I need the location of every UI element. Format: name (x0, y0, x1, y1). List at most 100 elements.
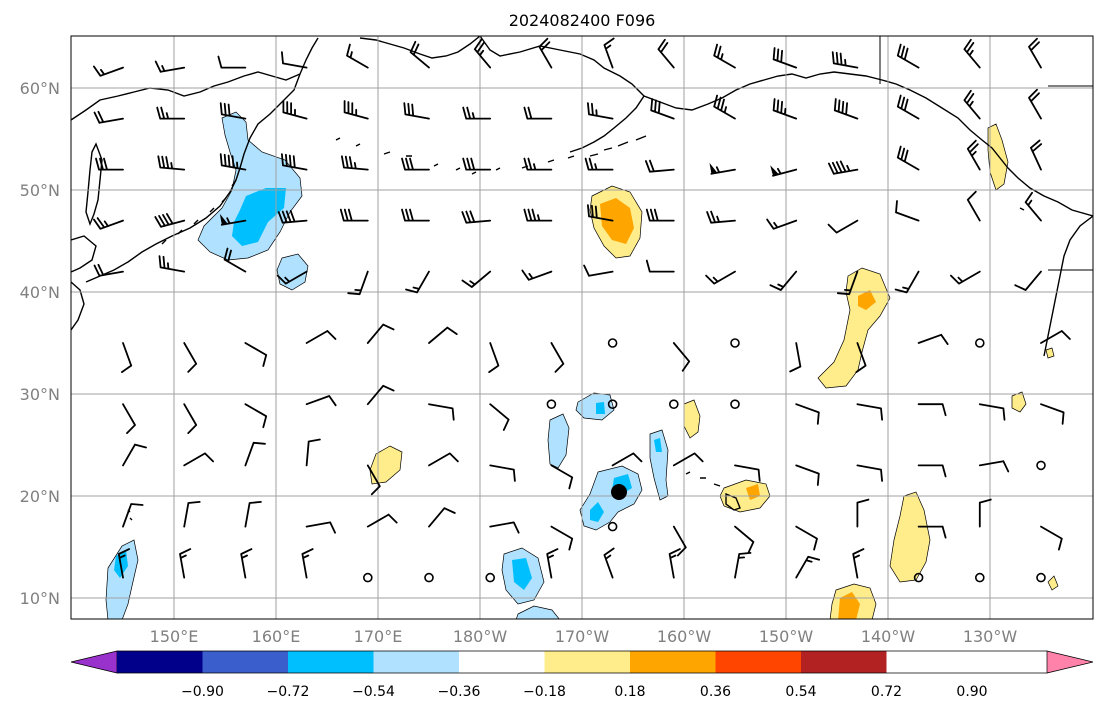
wind-barb (852, 548, 865, 579)
wind-barb (836, 270, 859, 296)
wind-barb (611, 452, 643, 467)
wind-barb (401, 208, 430, 222)
wind-barb (473, 38, 492, 69)
wind-barb (896, 94, 920, 120)
wind-barb (550, 342, 565, 373)
wind-barb (523, 208, 553, 222)
positive-anomaly-region (1011, 391, 1027, 413)
wind-barb (523, 157, 553, 171)
wind-barb (546, 548, 559, 579)
wind-barb (305, 521, 336, 534)
wind-barb (603, 547, 615, 579)
sakhalin-coastline (85, 142, 103, 227)
colorbar-tick-label: −0.72 (267, 684, 310, 700)
wind-barb (766, 218, 798, 230)
wind-barb (772, 98, 798, 120)
calm-wind-marker (424, 572, 434, 583)
wind-barb (966, 139, 981, 171)
colorbar-tick-label: 0.36 (700, 684, 731, 700)
wind-barb (366, 464, 381, 496)
colorbar-segment (630, 651, 716, 673)
colorbar-min-extension (70, 650, 118, 674)
negative-anomaly-core (232, 188, 286, 246)
calm-wind-marker (730, 399, 740, 410)
lon-label: 140°W (861, 627, 916, 646)
latitude-labels: 60°N 50°N 40°N 30°N 20°N 10°N (20, 79, 60, 608)
wind-barb (281, 153, 308, 171)
anomaly-fills (105, 111, 1059, 619)
calm-wind-marker (913, 572, 924, 583)
map-frame (70, 35, 1094, 620)
lat-label: 10°N (20, 589, 60, 608)
canada-coastline (1043, 215, 1093, 357)
wind-barb (281, 51, 308, 69)
wind-barb (462, 106, 492, 120)
wind-barb (713, 43, 736, 69)
wind-barb (276, 270, 308, 285)
colorbar-tick-label: 0.18 (614, 684, 645, 700)
kuril-islands (161, 179, 237, 245)
wind-barb (856, 403, 883, 421)
wind-barb (795, 555, 821, 579)
wind-barb (1040, 403, 1065, 425)
wind-barb (795, 403, 820, 425)
wind-barb (523, 106, 553, 120)
wind-barb (461, 270, 492, 288)
positive-anomaly-region (987, 123, 1009, 191)
wind-barb (343, 100, 369, 120)
lat-label: 60°N (20, 79, 60, 98)
political-borders (879, 36, 1093, 271)
colorbar-segment (544, 651, 630, 673)
wind-barb (117, 548, 130, 579)
wind-barb (772, 47, 798, 69)
wind-barb (1040, 525, 1063, 551)
wind-barb (769, 270, 798, 291)
alaska-peninsula (569, 95, 645, 153)
wind-barb (366, 384, 395, 406)
wind-barb (339, 208, 369, 222)
hokkaido-coastline (71, 235, 97, 273)
wind-barb (219, 102, 247, 120)
wind-barb-flag (709, 162, 718, 174)
wind-barb (827, 219, 859, 234)
storm-center-marker (611, 484, 627, 500)
bering-coast (359, 36, 481, 59)
wind-barb (183, 501, 201, 528)
wind-barbs (93, 37, 1071, 583)
wind-barb (856, 498, 870, 528)
wind-barb (154, 213, 186, 228)
negative-anomaly-core (596, 402, 605, 414)
colorbar-tick-label: 0.90 (956, 684, 987, 700)
wind-barb (489, 403, 510, 431)
wind-barb (122, 403, 136, 434)
calm-wind-marker (546, 399, 557, 410)
wind-barb (121, 342, 133, 373)
wind-barb (645, 159, 675, 173)
wind-barb (657, 38, 675, 69)
wind-barb (282, 100, 308, 120)
wind-barb (587, 204, 614, 222)
wind-barb (1014, 270, 1042, 291)
wind-barb (917, 525, 947, 539)
wind-barb (305, 438, 321, 467)
lon-label: 180°W (453, 627, 508, 646)
wind-barb (301, 548, 314, 579)
calm-wind-marker (1036, 572, 1046, 583)
wind-barb (831, 51, 859, 69)
negative-anomaly-core (654, 438, 662, 452)
wind-barb (305, 395, 337, 407)
colorbar-max-extension (1046, 650, 1094, 674)
wind-barb (550, 525, 574, 551)
gridlines (71, 36, 1093, 619)
calm-wind-marker (668, 399, 679, 410)
calm-wind-marker (607, 399, 618, 410)
wind-barb (95, 157, 124, 171)
wind-barb (122, 443, 147, 467)
calm-wind-marker (362, 572, 373, 583)
wind-barb (1040, 330, 1071, 344)
wind-barb (895, 200, 920, 222)
colorbar-tick-label: 0.54 (785, 684, 816, 700)
wind-barb (896, 145, 920, 171)
wind-barb (978, 460, 1010, 473)
